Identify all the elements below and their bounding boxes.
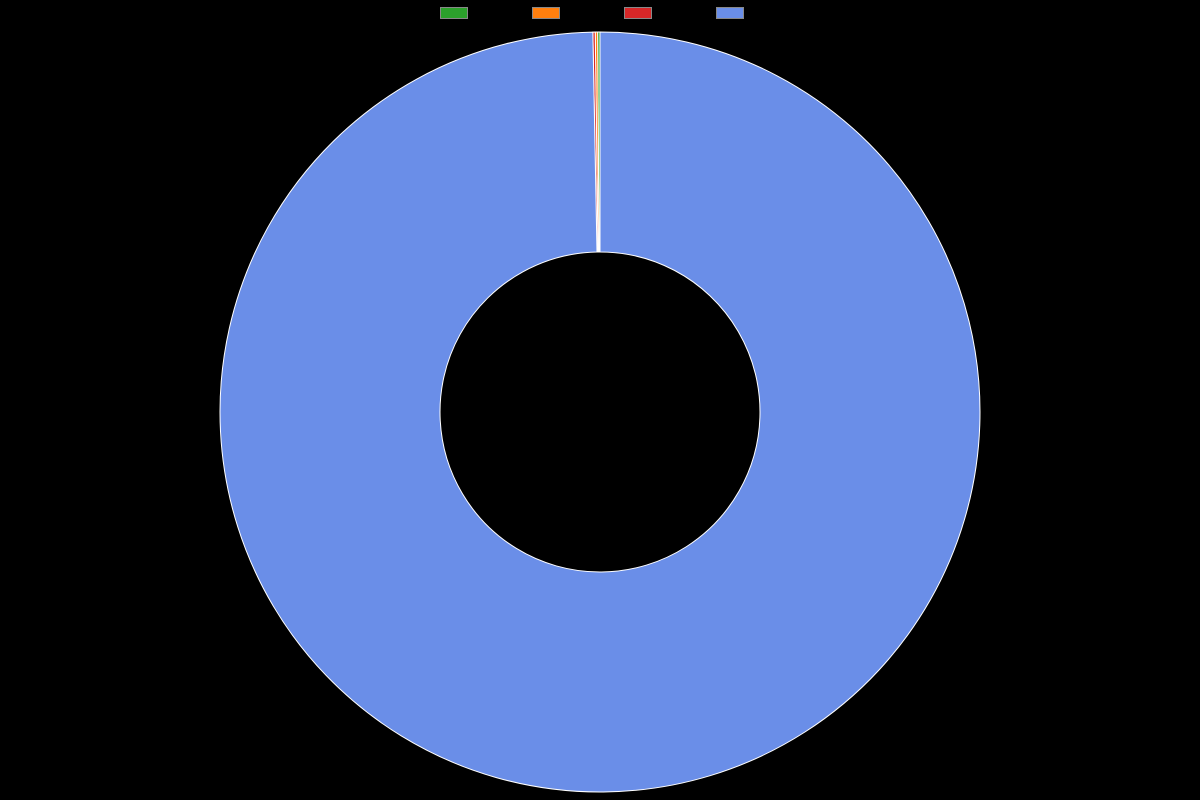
legend-label [474,6,484,20]
donut-chart [0,24,1200,800]
legend-item [716,6,760,20]
legend-item [440,6,484,20]
legend-swatch [624,7,652,19]
legend-item [532,6,576,20]
legend-label [658,6,668,20]
legend [0,6,1200,20]
legend-swatch [716,7,744,19]
legend-label [566,6,576,20]
donut-slice [220,32,980,792]
legend-label [750,6,760,20]
legend-swatch [532,7,560,19]
legend-swatch [440,7,468,19]
legend-item [624,6,668,20]
chart-container [0,0,1200,800]
